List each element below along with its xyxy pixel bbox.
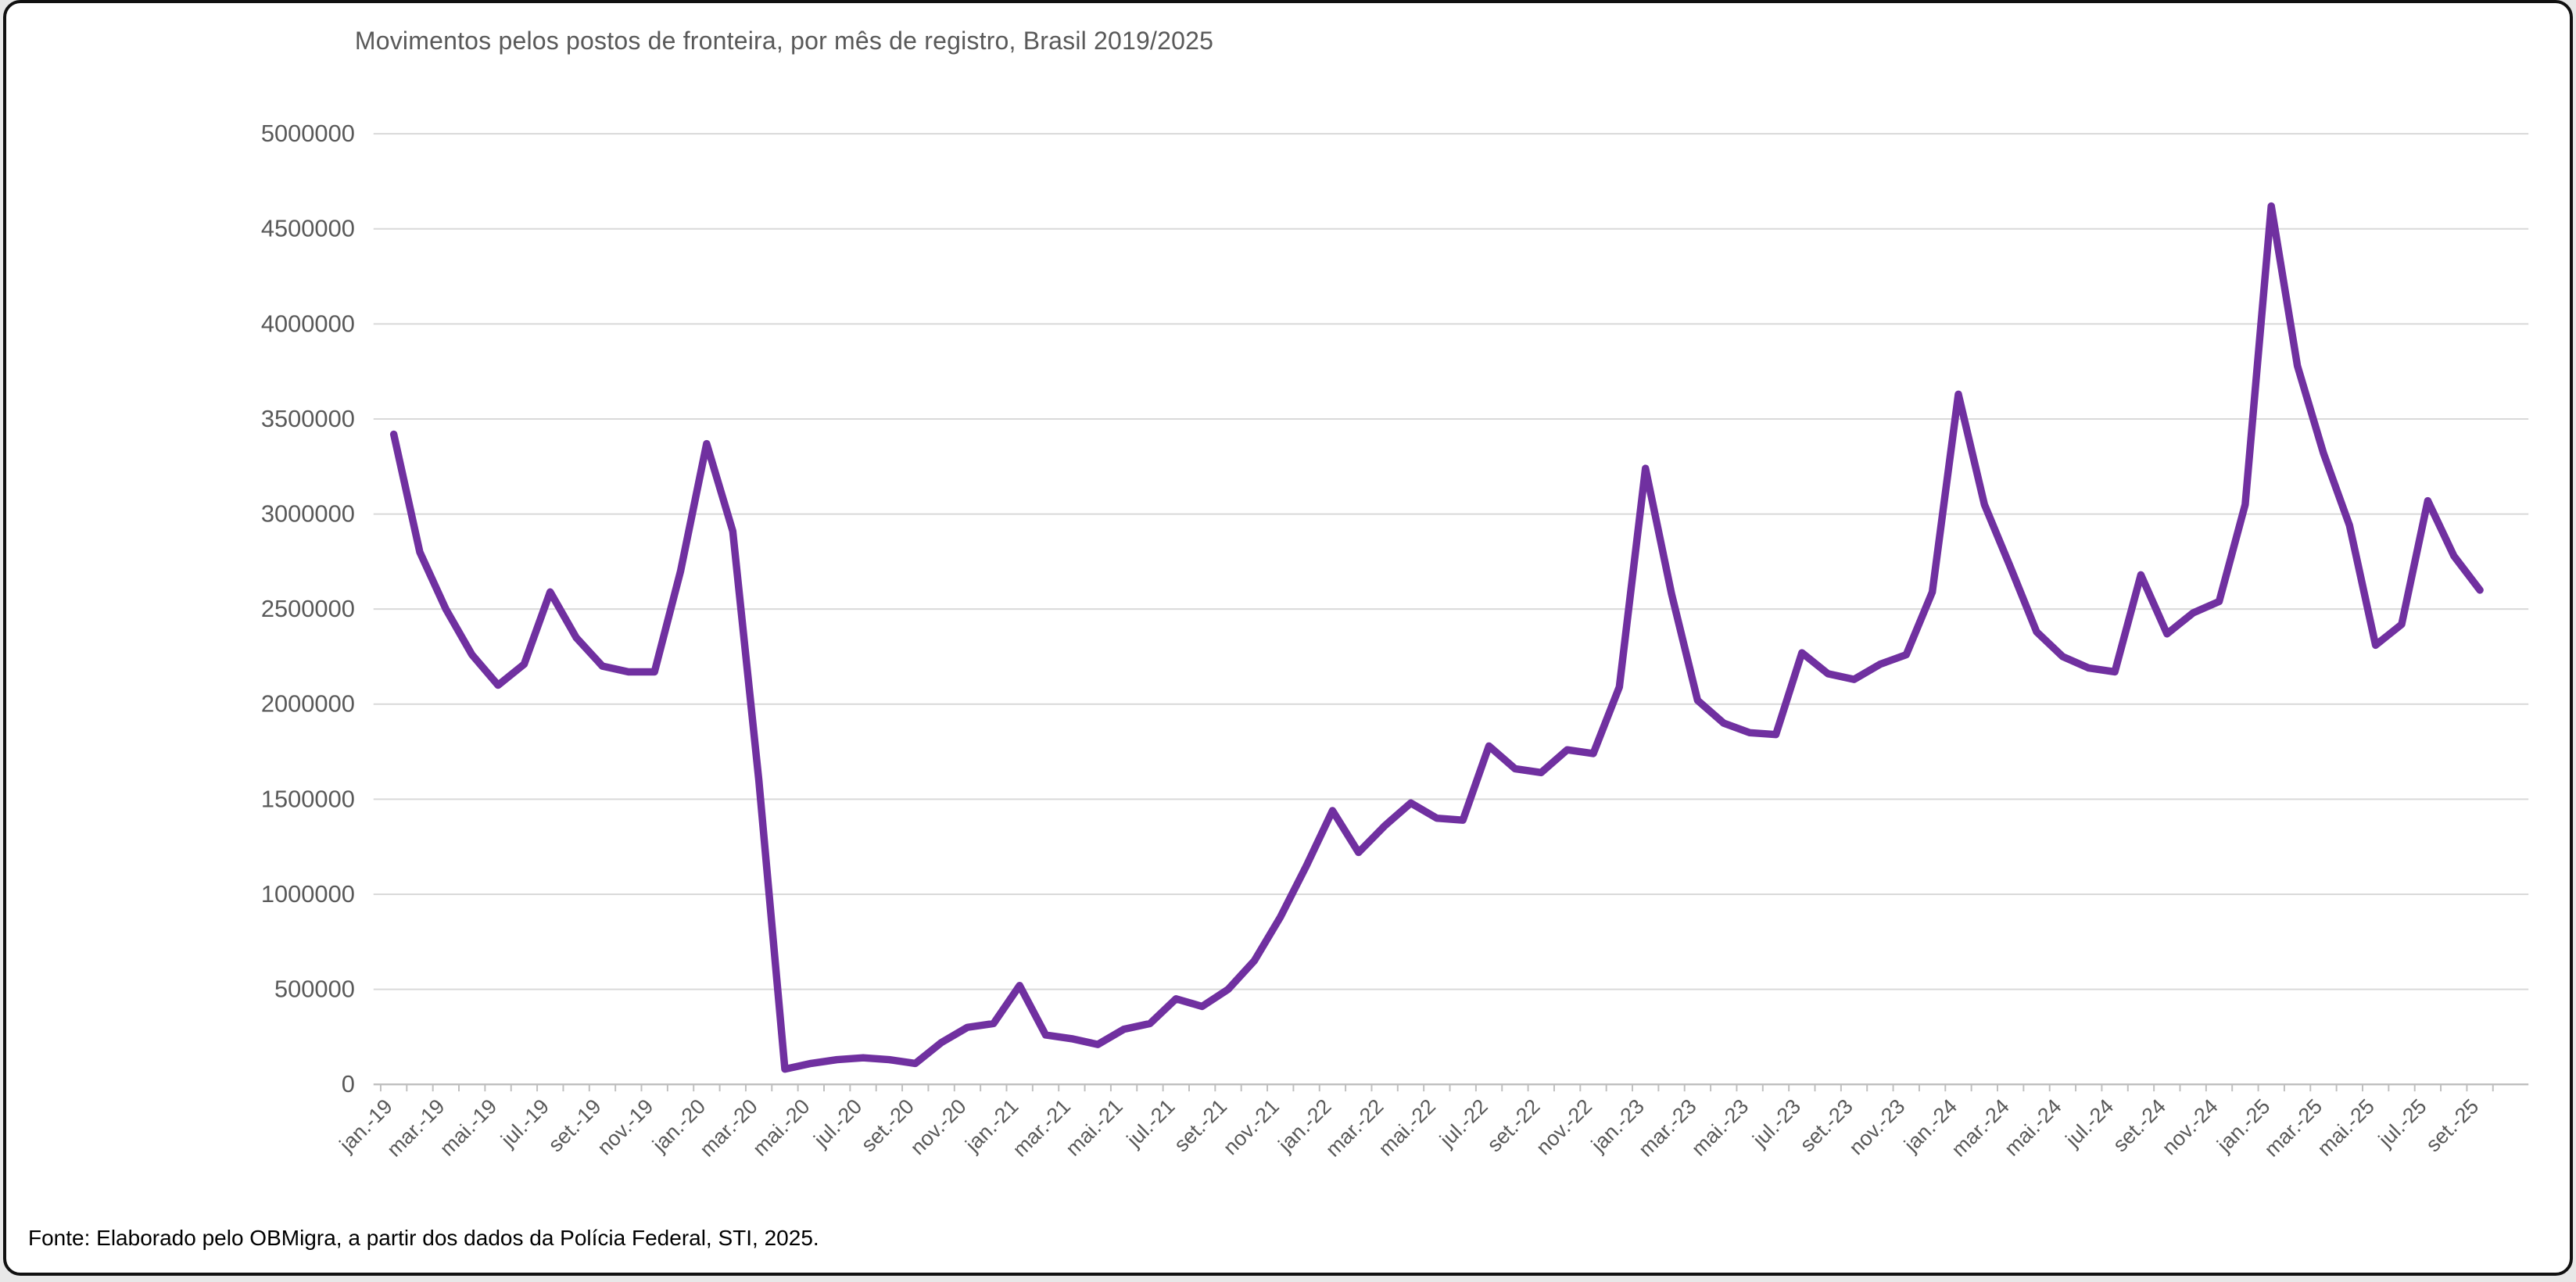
svg-text:jul.-21: jul.-21 bbox=[1122, 1094, 1180, 1152]
svg-text:mar.-23: mar.-23 bbox=[1634, 1094, 1701, 1162]
chart-title: Movimentos pelos postos de fronteira, po… bbox=[354, 27, 1214, 55]
svg-text:mai.-22: mai.-22 bbox=[1374, 1094, 1441, 1161]
svg-text:mai.-23: mai.-23 bbox=[1687, 1094, 1754, 1161]
source-note: Fonte: Elaborado pelo OBMigra, a partir … bbox=[28, 1226, 819, 1250]
svg-text:2500000: 2500000 bbox=[261, 595, 355, 622]
svg-text:jul.-25: jul.-25 bbox=[2374, 1094, 2431, 1152]
svg-text:5000000: 5000000 bbox=[261, 120, 355, 147]
y-axis-labels: 0 500000 1000000 1500000 2000000 2500000 30000… bbox=[261, 120, 355, 1098]
svg-text:3000000: 3000000 bbox=[261, 500, 355, 528]
svg-text:nov.-20: nov.-20 bbox=[906, 1094, 971, 1159]
svg-text:mai.-19: mai.-19 bbox=[435, 1094, 502, 1161]
svg-text:nov.-21: nov.-21 bbox=[1219, 1094, 1284, 1159]
svg-text:jul.-19: jul.-19 bbox=[496, 1094, 554, 1152]
svg-text:2000000: 2000000 bbox=[261, 690, 355, 718]
svg-text:nov.-22: nov.-22 bbox=[1532, 1094, 1596, 1159]
svg-text:mar.-19: mar.-19 bbox=[382, 1094, 450, 1162]
svg-text:jul.-20: jul.-20 bbox=[809, 1094, 867, 1152]
svg-text:0: 0 bbox=[342, 1070, 355, 1098]
svg-text:1500000: 1500000 bbox=[261, 785, 355, 812]
svg-text:nov.-19: nov.-19 bbox=[593, 1094, 657, 1159]
data-series-line bbox=[389, 202, 2484, 1073]
svg-text:mar.-21: mar.-21 bbox=[1009, 1094, 1076, 1162]
svg-text:nov.-24: nov.-24 bbox=[2158, 1094, 2223, 1159]
svg-text:mar.-20: mar.-20 bbox=[695, 1094, 762, 1162]
svg-text:jul.-22: jul.-22 bbox=[1435, 1094, 1492, 1152]
chart-figure: Movimentos pelos postos de fronteira, po… bbox=[3, 0, 2573, 1276]
svg-text:jul.-23: jul.-23 bbox=[1747, 1094, 1805, 1152]
svg-text:4000000: 4000000 bbox=[261, 310, 355, 337]
svg-text:1000000: 1000000 bbox=[261, 880, 355, 908]
svg-text:mar.-24: mar.-24 bbox=[1947, 1094, 2014, 1162]
svg-text:500000: 500000 bbox=[274, 976, 355, 1003]
svg-text:mai.-25: mai.-25 bbox=[2313, 1094, 2379, 1161]
svg-text:mai.-24: mai.-24 bbox=[2000, 1094, 2066, 1161]
svg-text:mar.-22: mar.-22 bbox=[1321, 1094, 1388, 1162]
x-axis-labels: jan.-19mar.-19mai.-19jul.-19set.-19nov.-… bbox=[335, 1094, 2483, 1162]
svg-text:nov.-23: nov.-23 bbox=[1844, 1094, 1909, 1159]
svg-text:mai.-21: mai.-21 bbox=[1061, 1094, 1127, 1161]
svg-text:mai.-20: mai.-20 bbox=[748, 1094, 815, 1161]
svg-text:3500000: 3500000 bbox=[261, 405, 355, 432]
svg-text:4500000: 4500000 bbox=[261, 215, 355, 242]
svg-text:jul.-24: jul.-24 bbox=[2061, 1094, 2119, 1152]
x-axis bbox=[373, 1083, 2529, 1092]
svg-text:mar.-25: mar.-25 bbox=[2260, 1094, 2327, 1162]
gridlines bbox=[373, 133, 2529, 990]
line-chart: 0 500000 1000000 1500000 2000000 2500000 30000… bbox=[261, 120, 2529, 1162]
svg-text:set.-25: set.-25 bbox=[2421, 1094, 2483, 1156]
